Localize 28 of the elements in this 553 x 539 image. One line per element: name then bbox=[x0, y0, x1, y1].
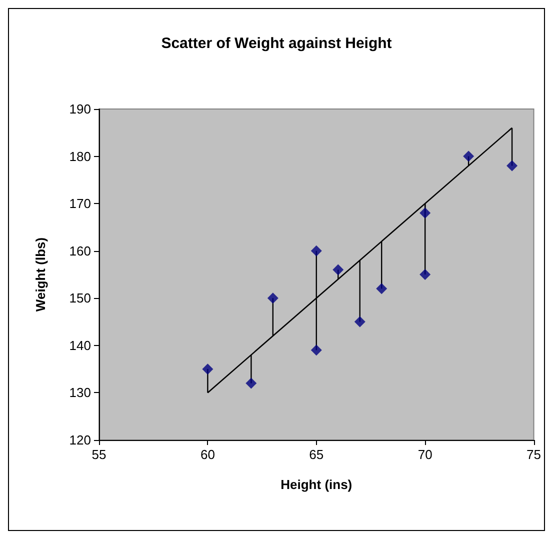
x-tick-label: 70 bbox=[418, 447, 432, 462]
point bbox=[246, 378, 257, 389]
point bbox=[332, 264, 344, 276]
x-axis-title: Height (ins) bbox=[280, 477, 352, 492]
y-tick-label: 140 bbox=[69, 338, 91, 353]
x-tick-label: 55 bbox=[92, 447, 106, 462]
y-tick-label: 130 bbox=[69, 385, 91, 400]
point bbox=[310, 245, 322, 256]
point bbox=[506, 160, 518, 172]
x-tick-label: 60 bbox=[200, 447, 215, 462]
point bbox=[463, 150, 474, 162]
point bbox=[354, 316, 366, 328]
point bbox=[420, 269, 431, 280]
point bbox=[420, 208, 431, 219]
y-tick-label: 160 bbox=[69, 243, 91, 258]
y-tick-label: 190 bbox=[69, 102, 91, 116]
x-tick-label: 65 bbox=[309, 447, 324, 462]
y-axis-title: Weight (lbs) bbox=[33, 237, 48, 312]
point bbox=[267, 292, 278, 304]
y-tick-label: 150 bbox=[69, 290, 91, 306]
x-tick-label: 75 bbox=[526, 447, 542, 462]
point bbox=[202, 364, 214, 375]
y-tick-label: 170 bbox=[69, 196, 91, 212]
point bbox=[376, 283, 388, 294]
point bbox=[310, 344, 322, 356]
y-tick-label: 120 bbox=[69, 432, 91, 448]
y-tick-label: 180 bbox=[69, 148, 91, 164]
chart-title: Scatter of Weight against Height bbox=[161, 35, 392, 52]
